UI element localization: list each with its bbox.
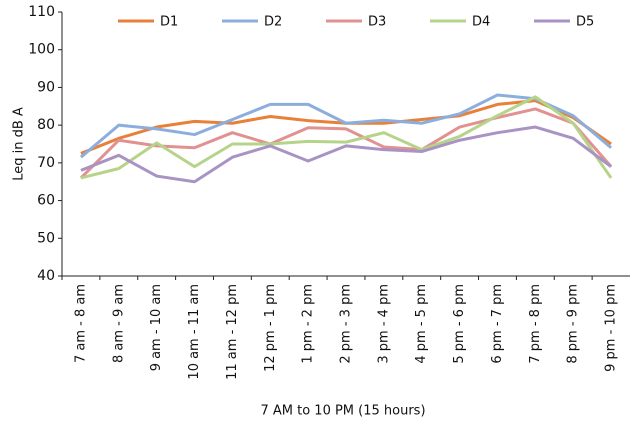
series-line [79, 93, 613, 159]
y-tick-label: 110 [28, 4, 55, 20]
series-line [79, 107, 613, 180]
x-axis-title: 7 AM to 10 PM (15 hours) [260, 404, 425, 419]
x-tick-label: 4 pm - 5 pm [414, 284, 429, 364]
y-tick-label: 90 [37, 79, 55, 95]
x-tick-label: 8 am - 9 am [111, 284, 126, 363]
y-tick-label: 60 [37, 193, 55, 209]
x-tick-label: 10 am - 11 am [187, 284, 202, 380]
y-tick-label: 100 [28, 42, 55, 58]
x-tick-label: 2 pm - 3 pm [339, 284, 354, 364]
x-tick-label: 11 am - 12 pm [225, 284, 240, 380]
x-tick-label: 6 pm - 7 pm [490, 284, 505, 364]
x-tick-label: 5 pm - 6 pm [452, 284, 467, 364]
x-tick-label: 9 pm - 10 pm [604, 284, 619, 372]
series-line [80, 95, 613, 180]
x-tick-label: 12 pm - 1 pm [263, 284, 278, 372]
legend-label: D5 [576, 15, 594, 30]
y-tick-label: 70 [37, 155, 55, 171]
x-tick-label: 8 pm - 9 pm [566, 284, 581, 364]
legend-label: D3 [368, 15, 386, 30]
x-tick-label: 1 pm - 2 pm [301, 284, 316, 364]
legend-label: D2 [264, 15, 282, 30]
y-axis-title: Leq in dB A [12, 107, 27, 181]
legend-label: D1 [160, 15, 178, 30]
y-tick-label: 80 [37, 117, 55, 133]
x-tick-label: 7 pm - 8 pm [528, 284, 543, 364]
x-tick-label: 9 am - 10 am [149, 284, 164, 371]
series-line [80, 125, 612, 184]
y-tick-label: 40 [37, 268, 55, 284]
x-tick-label: 7 am - 8 am [73, 284, 88, 363]
y-tick-label: 50 [37, 230, 55, 246]
legend-label: D4 [472, 15, 490, 30]
x-tick-label: 3 pm - 4 pm [376, 284, 391, 364]
